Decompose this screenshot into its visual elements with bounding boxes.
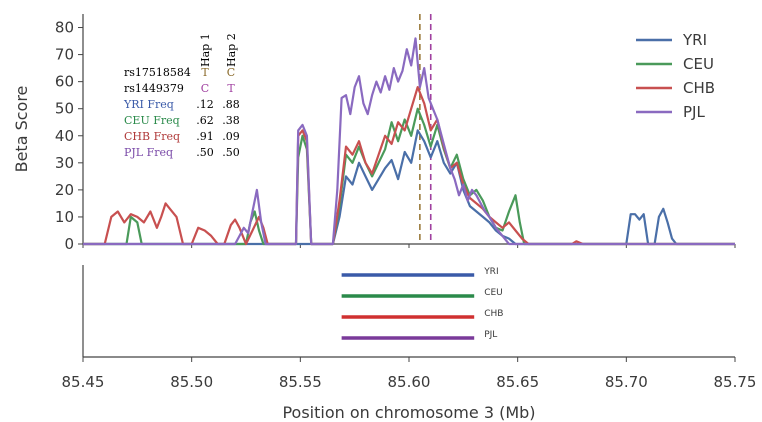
series-line-yri xyxy=(83,129,735,246)
hap-row-hap1: .62 xyxy=(196,114,214,127)
hap-row-hap1: C xyxy=(201,82,209,95)
y-tick-label: 30 xyxy=(55,154,74,172)
hap-row-hap1: .91 xyxy=(196,130,214,143)
haplotype-bar-label-chb: CHB xyxy=(484,309,503,319)
x-tick-label: 85.50 xyxy=(170,373,213,391)
hap-row-hap2: .38 xyxy=(222,114,240,127)
x-tick-label: 85.45 xyxy=(62,373,105,391)
hap-row-label: PJL Freq xyxy=(124,146,173,159)
haplotype-bar-label-pjl: PJL xyxy=(484,330,497,340)
hap-row-label: rs1449379 xyxy=(124,82,184,95)
y-tick-label: 80 xyxy=(55,19,74,37)
haplotype-bar-label-yri: YRI xyxy=(483,267,498,277)
series-line-pjl xyxy=(83,37,735,246)
x-tick-label: 85.70 xyxy=(605,373,648,391)
hap-row-label: rs17518584 xyxy=(124,66,191,79)
hap-row-hap2: T xyxy=(227,82,235,95)
x-tick-label: 85.55 xyxy=(279,373,322,391)
hap-row-hap2: .09 xyxy=(222,130,240,143)
legend-label-chb: CHB xyxy=(683,79,715,97)
hap-row-label: CHB Freq xyxy=(124,130,180,143)
series-line-chb xyxy=(83,86,735,246)
legend: YRI CEU CHB PJL xyxy=(636,31,715,121)
hap-row-hap2: .88 xyxy=(222,98,240,111)
x-tick-label: 85.60 xyxy=(388,373,431,391)
y-tick-label: 50 xyxy=(55,100,74,118)
x-tick-label: 85.75 xyxy=(714,373,757,391)
top-y-ticks: 0 10 20 30 40 50 60 70 80 xyxy=(55,19,736,253)
legend-label-yri: YRI xyxy=(682,31,707,49)
legend-label-pjl: PJL xyxy=(683,103,705,121)
haplotype-bars: YRI CEU CHB PJL xyxy=(341,267,503,340)
hap-row-label: CEU Freq xyxy=(124,114,180,127)
hap-row-label: YRI Freq xyxy=(123,98,174,111)
bottom-x-ticks: 85.45 85.50 85.55 85.60 85.65 85.70 85.75 xyxy=(62,357,757,391)
hap-header-1: Hap 1 xyxy=(199,33,212,67)
y-tick-label: 60 xyxy=(55,73,74,91)
x-tick-label: 85.65 xyxy=(496,373,539,391)
hap-row-hap1: T xyxy=(201,66,209,79)
haplotype-bar-label-ceu: CEU xyxy=(484,288,503,298)
y-tick-label: 40 xyxy=(55,127,74,145)
hap-row-hap1: .12 xyxy=(196,98,214,111)
y-tick-label: 10 xyxy=(55,208,74,226)
y-axis-title: Beta Score xyxy=(12,86,31,173)
y-tick-label: 0 xyxy=(64,235,74,253)
score-lines xyxy=(83,37,735,246)
y-tick-label: 70 xyxy=(55,46,74,64)
x-axis-title: Position on chromosome 3 (Mb) xyxy=(282,403,535,422)
y-tick-label: 20 xyxy=(55,181,74,199)
hap-row-hap1: .50 xyxy=(196,146,214,159)
hap-row-hap2: C xyxy=(227,66,235,79)
top-panel: Beta Score 0 10 20 30 40 50 60 70 80 YRI CEU CHB PJ… xyxy=(12,14,736,253)
hap-header-2: Hap 2 xyxy=(225,33,238,67)
hap-row-hap2: .50 xyxy=(222,146,240,159)
series-line-ceu xyxy=(83,107,735,246)
legend-label-ceu: CEU xyxy=(683,55,714,73)
